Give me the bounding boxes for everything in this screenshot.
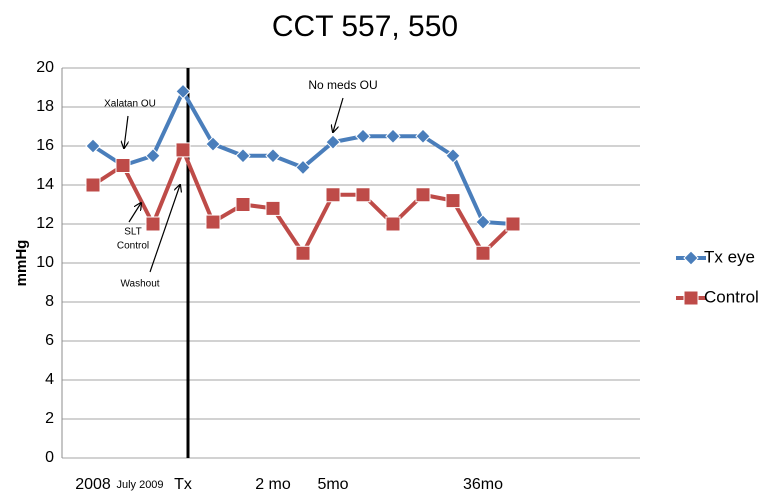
point bbox=[265, 148, 281, 164]
point bbox=[325, 134, 341, 150]
annotation: Washout bbox=[120, 279, 159, 290]
point bbox=[415, 187, 431, 203]
point bbox=[325, 187, 341, 203]
point bbox=[235, 197, 251, 212]
legend-label: Control bbox=[704, 287, 759, 306]
point bbox=[355, 128, 371, 144]
x-tick-label: 2008 bbox=[75, 476, 111, 493]
point bbox=[235, 148, 251, 164]
point bbox=[205, 214, 221, 230]
point bbox=[445, 193, 461, 209]
point bbox=[505, 216, 521, 232]
y-tick-label: 16 bbox=[36, 137, 54, 154]
point bbox=[475, 214, 491, 230]
series bbox=[85, 142, 521, 261]
legend-marker bbox=[683, 290, 699, 306]
point bbox=[355, 187, 371, 203]
point bbox=[85, 138, 101, 154]
y-tick-label: 0 bbox=[45, 449, 54, 466]
point bbox=[415, 128, 431, 144]
annotation-arrow bbox=[149, 185, 180, 273]
point bbox=[385, 216, 401, 232]
y-tick-label: 14 bbox=[36, 176, 54, 193]
point bbox=[115, 158, 131, 173]
y-axis-label: mmHg bbox=[13, 240, 30, 287]
annotation: No meds OU bbox=[308, 78, 377, 92]
y-tick-label: 4 bbox=[45, 371, 54, 388]
y-tick-label: 8 bbox=[45, 293, 54, 310]
annotation: Control bbox=[117, 241, 149, 252]
annotation-arrow bbox=[333, 97, 344, 132]
point bbox=[85, 177, 101, 193]
annotation-arrow bbox=[128, 203, 141, 223]
point bbox=[145, 216, 161, 232]
point bbox=[175, 83, 191, 100]
y-tick-label: 2 bbox=[45, 410, 54, 427]
y-tick-label: 20 bbox=[36, 59, 54, 76]
y-tick-label: 12 bbox=[36, 215, 54, 232]
y-tick-label: 10 bbox=[36, 254, 54, 271]
x-tick-label: July 2009 bbox=[116, 479, 163, 491]
point bbox=[205, 136, 221, 152]
x-tick-label: 5mo bbox=[317, 476, 348, 493]
annotation: SLT bbox=[124, 227, 142, 238]
point bbox=[385, 128, 401, 144]
legend-label: Tx eye bbox=[704, 247, 755, 266]
annotation: Xalatan OU bbox=[104, 99, 156, 110]
legend-marker bbox=[683, 250, 699, 266]
point bbox=[295, 159, 311, 176]
point bbox=[175, 142, 191, 158]
x-tick-label: 2 mo bbox=[255, 476, 291, 493]
annotation-arrow bbox=[124, 115, 128, 148]
x-tick-label: 36mo bbox=[463, 476, 503, 493]
legend-symbol bbox=[683, 250, 699, 266]
point bbox=[445, 148, 461, 164]
y-tick-label: 18 bbox=[36, 98, 54, 115]
y-tick-label: 6 bbox=[45, 332, 54, 349]
legend-symbol bbox=[683, 290, 699, 306]
point bbox=[475, 245, 491, 261]
point bbox=[145, 148, 161, 164]
point bbox=[295, 245, 311, 261]
x-tick-label: Tx bbox=[174, 476, 192, 493]
chart-title: CCT 557, 550 bbox=[272, 10, 458, 43]
point bbox=[265, 200, 281, 216]
